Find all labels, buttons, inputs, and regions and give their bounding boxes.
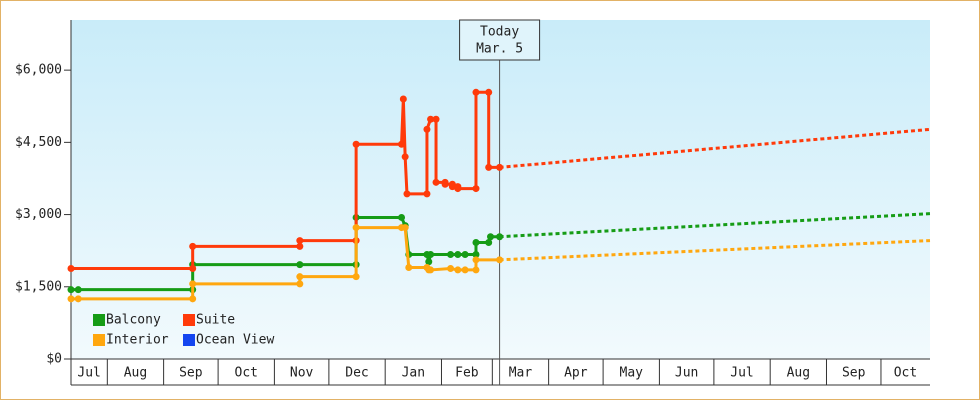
point: [432, 115, 440, 123]
point: [67, 264, 75, 272]
point: [296, 273, 304, 281]
point: [472, 88, 480, 96]
x-tick-label: Jan: [402, 366, 425, 381]
point: [352, 273, 360, 281]
point: [296, 261, 304, 269]
point: [189, 280, 197, 288]
point: [485, 88, 493, 96]
point: [496, 256, 504, 264]
y-tick-label: $6,000: [15, 63, 62, 78]
x-tick-label: Jul: [77, 366, 100, 381]
point: [454, 266, 462, 274]
point: [189, 264, 197, 272]
point: [472, 266, 480, 274]
x-tick-label: Jun: [675, 366, 698, 381]
today-label: Today: [480, 25, 519, 40]
y-tick-label: $3,000: [15, 207, 62, 222]
point: [189, 242, 197, 250]
y-tick-label: $1,500: [15, 279, 62, 294]
today-box: [459, 19, 541, 61]
point: [189, 295, 197, 303]
point: [454, 251, 462, 259]
point: [296, 242, 304, 250]
point: [427, 266, 435, 274]
y-tick-label: $4,500: [15, 135, 62, 150]
forecast-line: [499, 127, 931, 169]
point: [352, 224, 360, 232]
legend-label: Suite: [196, 313, 235, 328]
point: [472, 251, 480, 259]
point: [472, 238, 480, 246]
x-tick-label: Mar: [509, 366, 533, 381]
point: [427, 115, 435, 123]
point: [401, 153, 409, 161]
point: [472, 185, 480, 193]
x-tick-label: Jul: [730, 366, 753, 381]
x-tick-label: May: [620, 366, 644, 381]
point: [67, 295, 75, 303]
point: [296, 280, 304, 288]
x-tick-label: Apr: [564, 366, 588, 381]
x-tick-label: Sep: [179, 366, 203, 381]
point: [447, 264, 455, 272]
legend-label: Interior: [106, 333, 169, 348]
point: [448, 183, 456, 191]
point: [472, 256, 480, 264]
point: [432, 178, 440, 186]
x-tick-label: Oct: [235, 366, 258, 381]
legend-label: Ocean View: [196, 333, 274, 348]
point: [398, 213, 406, 221]
point: [454, 185, 462, 193]
point: [403, 190, 411, 198]
forecast-line: [499, 239, 931, 262]
point: [496, 163, 504, 171]
point: [67, 286, 75, 294]
point: [74, 295, 82, 303]
x-tick-label: Feb: [455, 366, 479, 381]
point: [405, 264, 413, 272]
legend-label: Balcony: [106, 313, 161, 328]
point: [496, 233, 504, 241]
x-tick-label: Aug: [124, 366, 147, 381]
point: [401, 224, 409, 232]
y-tick-label: $0: [46, 352, 62, 367]
forecast-line: [499, 212, 931, 239]
x-tick-label: Dec: [345, 366, 368, 381]
point: [296, 237, 304, 245]
x-tick-label: Sep: [842, 366, 866, 381]
point: [423, 125, 431, 133]
point: [427, 251, 435, 259]
point: [485, 238, 493, 246]
point: [398, 140, 406, 148]
point: [425, 258, 433, 266]
point: [423, 190, 431, 198]
point: [447, 251, 455, 259]
point: [461, 266, 469, 274]
x-tick-label: Nov: [290, 366, 314, 381]
x-tick-label: Aug: [787, 366, 810, 381]
legend-swatch: [93, 334, 105, 346]
plot-area: [71, 20, 930, 359]
x-tick-label: Oct: [894, 366, 917, 381]
point: [74, 286, 82, 294]
point: [352, 140, 360, 148]
legend-swatch: [183, 334, 195, 346]
point: [487, 233, 495, 241]
legend-swatch: [183, 314, 195, 326]
point: [441, 180, 449, 188]
point: [399, 95, 407, 103]
point: [485, 163, 493, 171]
legend-swatch: [93, 314, 105, 326]
point: [461, 251, 469, 259]
today-label: Mar. 5: [476, 42, 523, 57]
